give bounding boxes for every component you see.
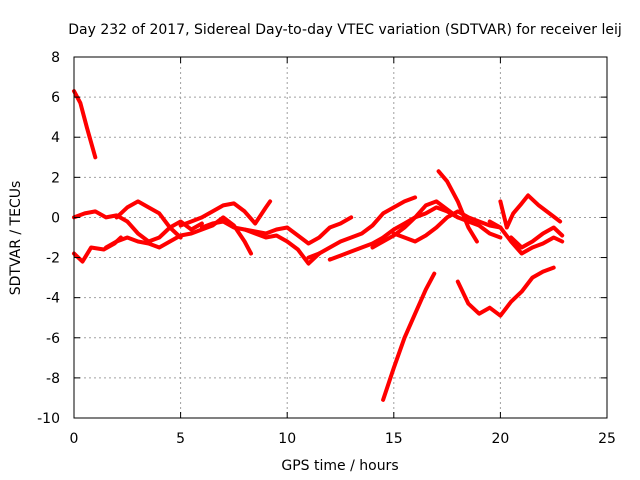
y-tick-label: -6: [46, 331, 60, 347]
chart-title: Day 232 of 2017, Sidereal Day-to-day VTE…: [68, 22, 622, 38]
x-tick-label: 25: [598, 431, 616, 447]
series-arc-end-k: [498, 193, 563, 230]
y-tick-label: 6: [51, 90, 60, 106]
y-tick-label: -10: [37, 411, 60, 427]
series-arc-early-high: [72, 89, 98, 160]
series-arc-main-a: [72, 209, 204, 244]
x-axis-ticks: 0 5 10 15 20 25: [70, 57, 616, 447]
plot-frame: [73, 56, 608, 419]
series-arc-main-b: [114, 199, 183, 240]
series-arc-late-h: [327, 205, 460, 262]
x-tick-label: 0: [70, 431, 79, 447]
x-tick-label: 10: [278, 431, 296, 447]
y-axis-ticks: 8 6 4 2 0 -2 -4 -6 -8 -10: [37, 50, 607, 427]
series-arc-end-l: [487, 219, 565, 256]
x-tick-label: 5: [176, 431, 185, 447]
x-axis-label: GPS time / hours: [281, 458, 398, 474]
x-tick-label: 20: [491, 431, 509, 447]
series-arc-main-c: [104, 215, 253, 256]
series-arc-mid-f: [242, 215, 354, 246]
y-tick-label: 0: [51, 210, 60, 226]
series-arc-late-j: [391, 209, 503, 244]
series-arc-end-m: [509, 225, 565, 250]
series-group: [72, 89, 565, 402]
y-tick-label: 2: [51, 170, 60, 186]
series-arc-rising: [381, 271, 437, 402]
series-arc-mid-e: [199, 219, 322, 266]
series-arc-mid-d: [178, 199, 273, 228]
y-tick-label: -2: [46, 251, 60, 267]
x-tick-label: 15: [385, 431, 403, 447]
y-tick-label: -8: [46, 371, 60, 387]
series-arc-late-g: [306, 195, 418, 260]
series-arc-dip: [455, 265, 556, 318]
series-arc-spike: [436, 169, 479, 244]
y-axis-label: SDTVAR / TECUs: [8, 181, 24, 296]
y-tick-label: -4: [46, 291, 60, 307]
y-tick-label: 4: [51, 130, 60, 146]
y-tick-label: 8: [51, 50, 60, 66]
